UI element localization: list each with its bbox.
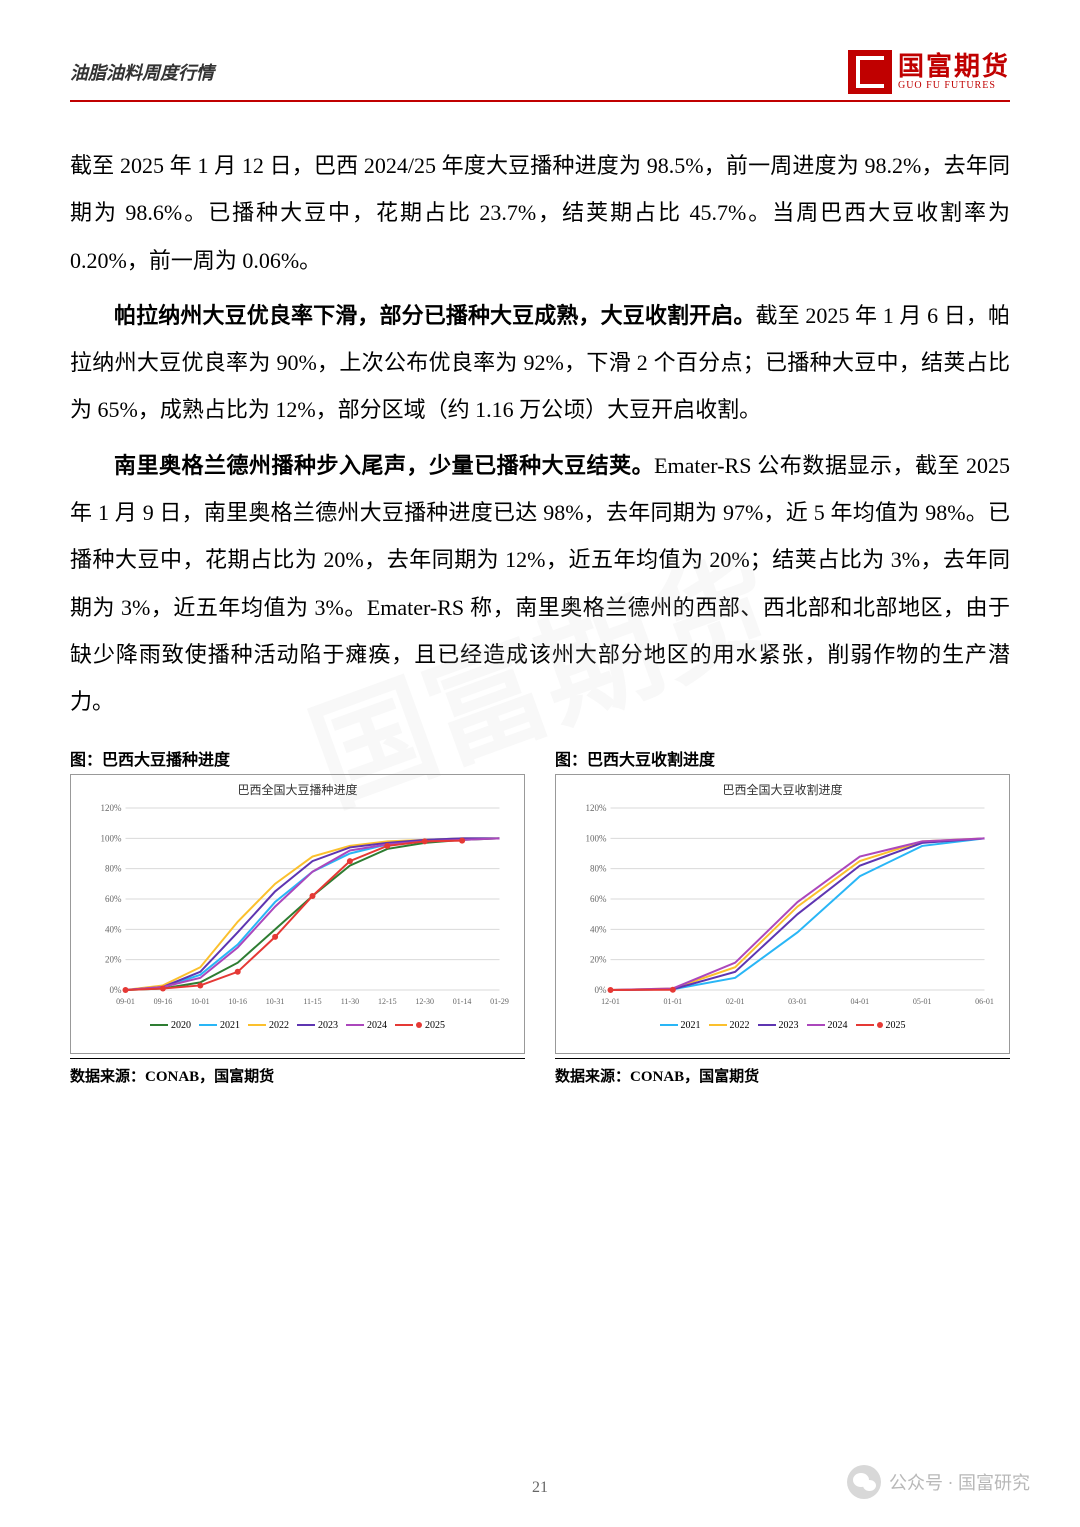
svg-text:02-01: 02-01 xyxy=(726,997,745,1006)
svg-text:01-14: 01-14 xyxy=(453,997,472,1006)
svg-text:120%: 120% xyxy=(101,803,123,813)
svg-text:60%: 60% xyxy=(590,894,607,904)
page-number: 21 xyxy=(532,1479,548,1497)
svg-text:20%: 20% xyxy=(590,954,607,964)
chart-2-title: 图：巴西大豆收割进度 xyxy=(555,746,1010,770)
charts-row: 图：巴西大豆播种进度 巴西全国大豆播种进度 0% 20% 40% 60% 80% 100%… xyxy=(70,746,1010,1086)
chart-1-title: 图：巴西大豆播种进度 xyxy=(70,746,525,770)
paragraph-1: 截至 2025 年 1 月 12 日，巴西 2024/25 年度大豆播种进度为 … xyxy=(70,142,1010,284)
svg-text:01-01: 01-01 xyxy=(663,997,682,1006)
header-title: 油脂油料周度行情 xyxy=(70,59,214,85)
svg-text:12-30: 12-30 xyxy=(415,997,434,1006)
p3-rest: Emater-RS 公布数据显示，截至 2025 年 1 月 9 日，南里奥格兰… xyxy=(70,453,1010,714)
svg-text:0%: 0% xyxy=(595,985,608,995)
svg-text:03-01: 03-01 xyxy=(788,997,807,1006)
wechat-icon xyxy=(847,1465,881,1499)
svg-text:80%: 80% xyxy=(105,863,122,873)
chart-2-svg: 0% 20% 40% 60% 80% 100% 120% 12-01 01-01 02-01 03-… xyxy=(560,798,1005,1018)
svg-text:04-01: 04-01 xyxy=(850,997,869,1006)
wechat-label: 公众号 · 国富研究 xyxy=(889,1469,1030,1495)
svg-text:40%: 40% xyxy=(590,924,607,934)
logo-text-en: GUO FU FUTURES xyxy=(898,80,1010,91)
svg-text:10-01: 10-01 xyxy=(191,997,210,1006)
brand-logo: 国富期货 GUO FU FUTURES xyxy=(848,50,1010,94)
paragraph-3: 南里奥格兰德州播种步入尾声，少量已播种大豆结荚。Emater-RS 公布数据显示… xyxy=(70,442,1010,726)
svg-text:05-01: 05-01 xyxy=(913,997,932,1006)
svg-text:100%: 100% xyxy=(586,833,608,843)
logo-mark-icon xyxy=(848,50,892,94)
svg-text:06-01: 06-01 xyxy=(975,997,994,1006)
wechat-footer: 公众号 · 国富研究 xyxy=(847,1465,1030,1499)
chart-2-legend: 20212022202320242025 xyxy=(560,1020,1005,1031)
svg-text:12-01: 12-01 xyxy=(601,997,620,1006)
paragraph-2: 帕拉纳州大豆优良率下滑，部分已播种大豆成熟，大豆收割开启。截至 2025 年 1… xyxy=(70,292,1010,434)
svg-text:12-15: 12-15 xyxy=(378,997,397,1006)
svg-text:20%: 20% xyxy=(105,954,122,964)
svg-text:10-16: 10-16 xyxy=(228,997,247,1006)
p3-lead: 南里奥格兰德州播种步入尾声，少量已播种大豆结荚。 xyxy=(114,453,654,478)
p2-lead: 帕拉纳州大豆优良率下滑，部分已播种大豆成熟，大豆收割开启。 xyxy=(114,303,756,328)
chart-1-inner-title: 巴西全国大豆播种进度 xyxy=(75,781,520,798)
chart-1-legend: 202020212022202320242025 xyxy=(75,1020,520,1031)
chart-1-svg: 0% 20% 40% 60% 80% 100% 120% 09-01 09-16 10-01 10-… xyxy=(75,798,520,1018)
logo-text-cn: 国富期货 xyxy=(898,54,1010,80)
chart-1-source: 数据来源：CONAB，国富期货 xyxy=(70,1058,525,1086)
svg-text:80%: 80% xyxy=(590,863,607,873)
chart-2-source: 数据来源：CONAB，国富期货 xyxy=(555,1058,1010,1086)
svg-text:11-30: 11-30 xyxy=(341,997,359,1006)
chart-2-box: 巴西全国大豆收割进度 0% 20% 40% 60% 80% 100% 120% 12-01 01… xyxy=(555,774,1010,1054)
chart-1-col: 图：巴西大豆播种进度 巴西全国大豆播种进度 0% 20% 40% 60% 80% 100%… xyxy=(70,746,525,1086)
body-content: 截至 2025 年 1 月 12 日，巴西 2024/25 年度大豆播种进度为 … xyxy=(70,142,1010,726)
svg-text:100%: 100% xyxy=(101,833,123,843)
page-header: 油脂油料周度行情 国富期货 GUO FU FUTURES xyxy=(70,50,1010,102)
svg-text:09-01: 09-01 xyxy=(116,997,135,1006)
svg-text:120%: 120% xyxy=(586,803,608,813)
svg-text:0%: 0% xyxy=(110,985,123,995)
chart-2-col: 图：巴西大豆收割进度 巴西全国大豆收割进度 0% 20% 40% 60% 80% 100%… xyxy=(555,746,1010,1086)
svg-text:60%: 60% xyxy=(105,894,122,904)
svg-text:40%: 40% xyxy=(105,924,122,934)
chart-2-inner-title: 巴西全国大豆收割进度 xyxy=(560,781,1005,798)
svg-text:10-31: 10-31 xyxy=(266,997,285,1006)
svg-text:11-15: 11-15 xyxy=(303,997,321,1006)
svg-text:09-16: 09-16 xyxy=(154,997,173,1006)
svg-text:01-29: 01-29 xyxy=(490,997,509,1006)
chart-1-box: 巴西全国大豆播种进度 0% 20% 40% 60% 80% 100% 120% 09-01 09… xyxy=(70,774,525,1054)
